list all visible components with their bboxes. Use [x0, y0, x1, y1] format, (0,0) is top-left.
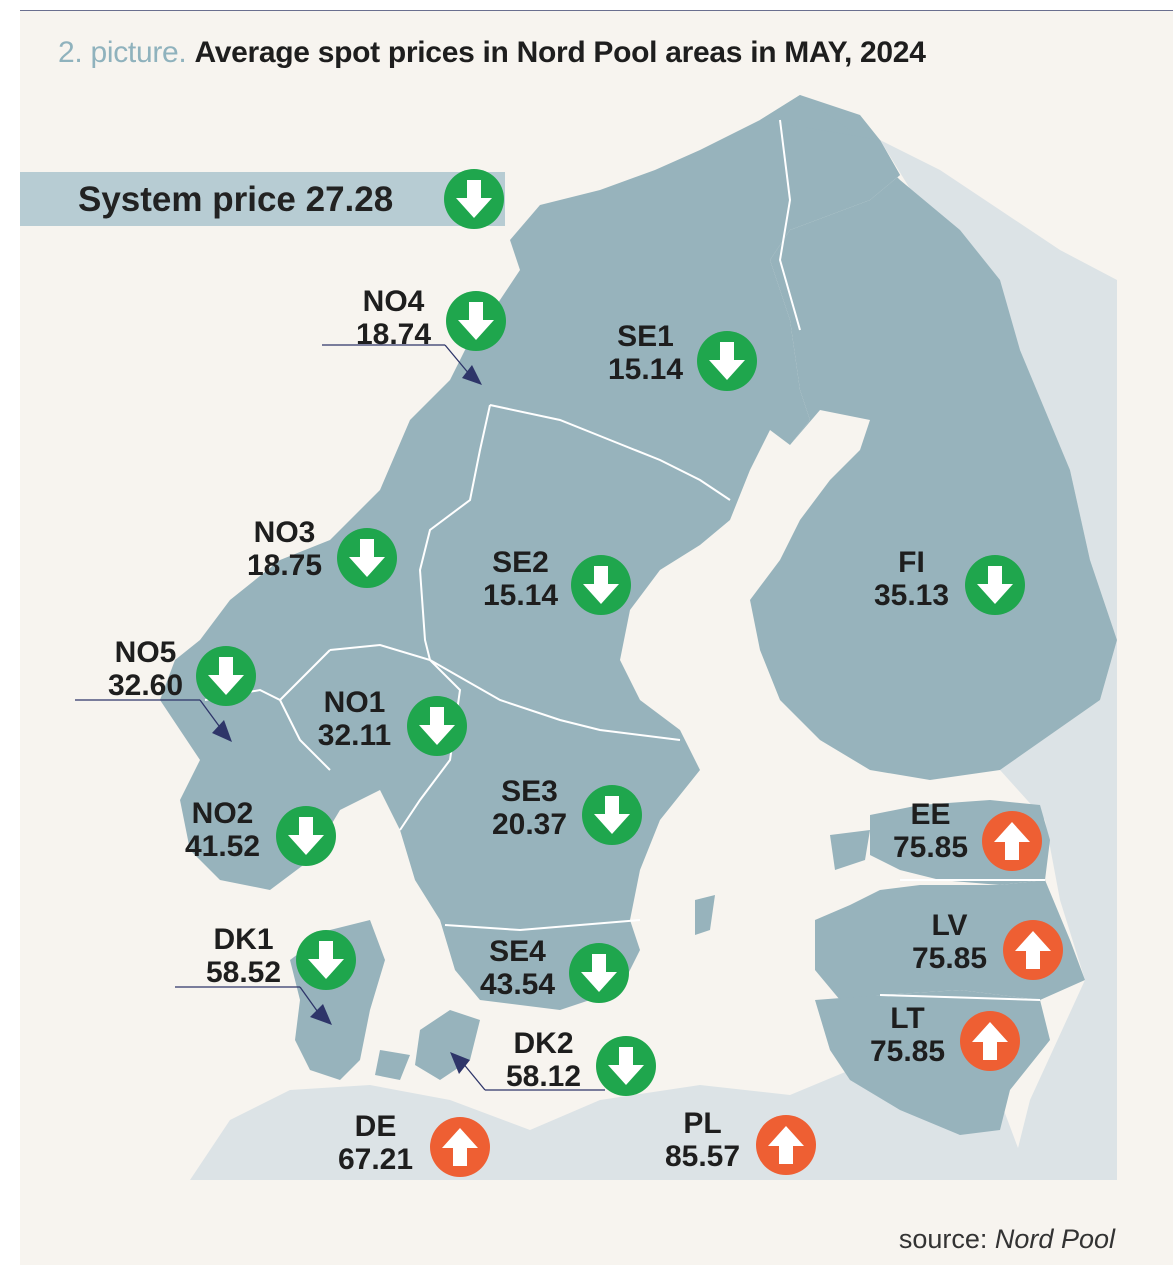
- area-label-no5: NO5 32.60: [98, 636, 193, 702]
- area-code: FI: [898, 546, 925, 579]
- de-up-arrow-icon: [430, 1117, 490, 1177]
- area-code: SE2: [492, 546, 549, 579]
- dk1-down-arrow-icon: [296, 930, 356, 990]
- area-price: 85.57: [664, 1140, 741, 1173]
- area-price: 75.85: [911, 942, 988, 975]
- title-main: Average spot prices in Nord Pool areas i…: [194, 36, 926, 69]
- area-code: NO2: [191, 797, 254, 830]
- lv-up-arrow-icon: [1003, 920, 1063, 980]
- area-price: 32.60: [107, 669, 184, 702]
- land-denmark-islands: [375, 1010, 480, 1080]
- area-price: 67.21: [337, 1143, 414, 1176]
- lt-up-arrow-icon: [960, 1011, 1020, 1071]
- source-name: Nord Pool: [994, 1224, 1115, 1254]
- area-price: 35.13: [873, 579, 950, 612]
- area-label-dk2: DK2 58.12: [496, 1027, 591, 1093]
- area-label-pl: PL 85.57: [655, 1107, 750, 1173]
- land-germany-poland: [190, 1070, 1030, 1180]
- area-code: SE3: [501, 775, 558, 808]
- ee-up-arrow-icon: [982, 811, 1042, 871]
- no1-down-arrow-icon: [407, 696, 467, 756]
- area-code: EE: [910, 798, 951, 831]
- source-note: source: Nord Pool: [899, 1224, 1115, 1255]
- area-price: 15.14: [607, 353, 684, 386]
- area-code: NO1: [323, 686, 386, 719]
- area-label-no1: NO1 32.11: [307, 686, 402, 752]
- top-rule: [20, 10, 1173, 11]
- area-code: DE: [354, 1110, 397, 1143]
- area-label-lt: LT 75.85: [860, 1002, 955, 1068]
- area-code: DK2: [513, 1027, 574, 1060]
- no5-down-arrow-icon: [196, 646, 256, 706]
- title-prefix: 2. picture.: [58, 36, 187, 69]
- se4-down-arrow-icon: [569, 943, 629, 1003]
- area-code: PL: [683, 1107, 722, 1140]
- area-code: NO4: [362, 285, 425, 318]
- se3-down-arrow-icon: [582, 785, 642, 845]
- area-label-se4: SE4 43.54: [470, 935, 565, 1001]
- area-label-fi: FI 35.13: [864, 546, 959, 612]
- system-price-bar: System price 27.28: [20, 172, 505, 226]
- area-code: DK1: [213, 923, 274, 956]
- area-price: 20.37: [491, 808, 568, 841]
- no3-down-arrow-icon: [337, 528, 397, 588]
- area-price: 75.85: [869, 1035, 946, 1068]
- se2-down-arrow-icon: [571, 555, 631, 615]
- area-price: 32.11: [317, 719, 392, 752]
- fi-down-arrow-icon: [965, 555, 1025, 615]
- area-price: 18.75: [246, 549, 323, 582]
- source-prefix: source:: [898, 1224, 988, 1254]
- land-norway-sweden: [160, 95, 900, 1010]
- area-price: 58.12: [505, 1060, 582, 1093]
- se1-down-arrow-icon: [697, 331, 757, 391]
- area-code: NO3: [253, 516, 316, 549]
- area-label-se1: SE1 15.14: [598, 320, 693, 386]
- area-label-se3: SE3 20.37: [482, 775, 577, 841]
- area-label-no4: NO4 18.74: [346, 285, 441, 351]
- area-code: SE1: [617, 320, 674, 353]
- area-price: 58.52: [205, 956, 282, 989]
- land-russia: [880, 140, 1117, 1180]
- land-finland: [750, 95, 1117, 780]
- area-label-de: DE 67.21: [328, 1110, 423, 1176]
- dk2-down-arrow-icon: [596, 1036, 656, 1096]
- area-label-lv: LV 75.85: [902, 909, 997, 975]
- area-price: 75.85: [892, 831, 969, 864]
- chart-title: 2. picture. Average spot prices in Nord …: [58, 36, 926, 70]
- area-code: LT: [890, 1002, 925, 1035]
- area-price: 15.14: [482, 579, 559, 612]
- no2-down-arrow-icon: [276, 806, 336, 866]
- system-price-down-arrow-icon: [444, 169, 504, 229]
- area-label-no3: NO3 18.75: [237, 516, 332, 582]
- area-code: NO5: [114, 636, 177, 669]
- area-label-se2: SE2 15.14: [473, 546, 568, 612]
- area-label-no2: NO2 41.52: [175, 797, 270, 863]
- pointer-lines: [75, 344, 605, 1091]
- land-saaremaa: [830, 830, 870, 870]
- area-price: 43.54: [479, 968, 556, 1001]
- area-price: 41.52: [184, 830, 261, 863]
- pl-up-arrow-icon: [756, 1115, 816, 1175]
- area-label-dk1: DK1 58.52: [196, 923, 291, 989]
- system-price-label: System price 27.28: [78, 180, 394, 219]
- area-label-ee: EE 75.85: [883, 798, 978, 864]
- no4-down-arrow-icon: [446, 291, 506, 351]
- area-code: SE4: [489, 935, 546, 968]
- area-price: 18.74: [355, 318, 432, 351]
- area-code: LV: [931, 909, 968, 942]
- land-gotland: [695, 895, 715, 935]
- area-borders: [204, 119, 1045, 1001]
